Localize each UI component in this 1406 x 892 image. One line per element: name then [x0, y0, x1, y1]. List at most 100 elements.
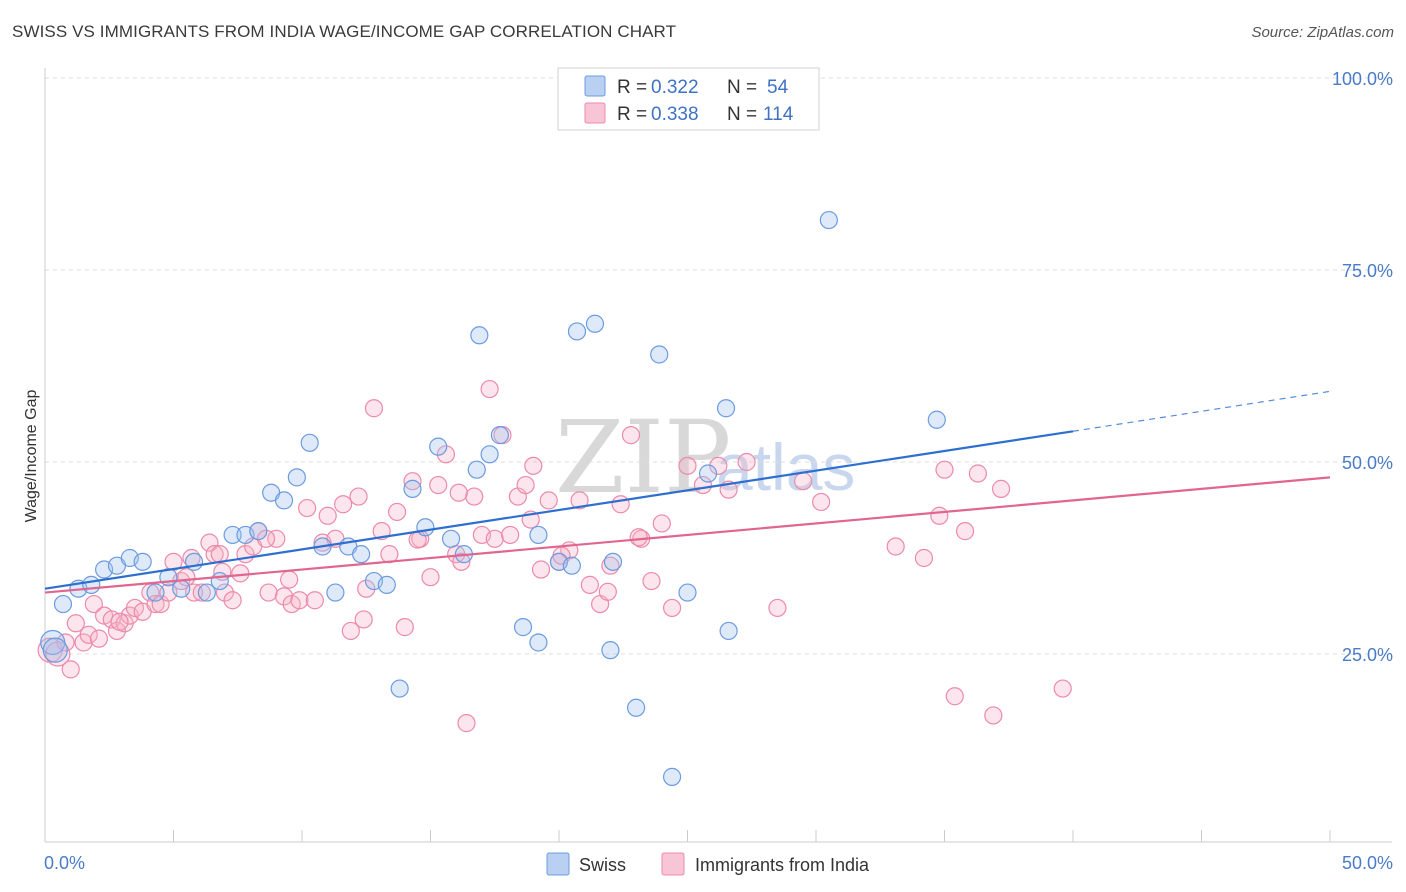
india-point — [341, 621, 360, 641]
swiss-point — [172, 579, 191, 598]
bottom-legend-label-swiss: Swiss — [579, 855, 626, 875]
india-point — [89, 629, 109, 648]
axes — [44, 68, 1392, 843]
india-point — [318, 506, 337, 525]
india-point — [611, 495, 630, 514]
india-point — [334, 495, 353, 514]
swiss-point — [529, 633, 548, 652]
india-point — [56, 633, 75, 652]
y-tick-label: 50.0% — [1342, 453, 1393, 473]
india-point — [737, 452, 756, 472]
y-tick-label: 75.0% — [1342, 261, 1393, 281]
india-point — [955, 522, 975, 541]
india-point — [305, 591, 324, 610]
x-tick-labels: 0.0% 50.0% — [44, 853, 1393, 873]
swiss-point — [352, 545, 371, 564]
india-point — [501, 525, 520, 545]
swiss-point — [626, 698, 646, 717]
india-point — [991, 479, 1011, 498]
india-point — [349, 487, 368, 506]
india-point — [256, 529, 276, 548]
swiss-point — [467, 460, 486, 479]
y-tick-label: 100.0% — [1332, 69, 1393, 89]
swiss-point — [82, 575, 101, 594]
legend-swatch-india — [584, 102, 606, 124]
legend-n-label-india: N = — [727, 104, 757, 125]
swiss-point — [42, 637, 68, 663]
india-point — [192, 583, 211, 602]
legend-n-label-swiss: N = — [727, 77, 757, 98]
x-tick-label-min: 0.0% — [44, 853, 85, 873]
india-point — [280, 570, 299, 589]
swiss-point — [403, 479, 422, 498]
legend-swatch-swiss — [584, 75, 606, 97]
india-point — [267, 529, 286, 548]
chart-title: SWISS VS IMMIGRANTS FROM INDIA WAGE/INCO… — [12, 22, 677, 41]
swiss-point — [650, 345, 669, 364]
swiss-point — [567, 322, 587, 341]
india-point — [914, 548, 934, 568]
india-point — [935, 460, 954, 479]
swiss-point — [490, 426, 509, 445]
india-point — [421, 568, 440, 587]
swiss-point — [287, 468, 306, 487]
india-point — [429, 475, 448, 495]
swiss-point — [146, 583, 165, 602]
india-point — [403, 472, 422, 491]
swiss-point — [662, 767, 682, 786]
bottom-legend-label-india: Immigrants from India — [695, 855, 870, 875]
india-point — [110, 612, 129, 631]
y-axis-label: Wage/Income Gap — [23, 390, 40, 523]
trend-line-swiss — [44, 430, 1074, 590]
india-point — [652, 514, 671, 533]
india-point — [968, 464, 988, 483]
india-point — [629, 528, 648, 547]
bottom-legend-swatch-india — [661, 852, 685, 876]
india-point — [524, 456, 543, 475]
india-point — [298, 498, 317, 518]
india-point — [642, 571, 661, 591]
trend-line-india — [44, 476, 1331, 594]
swiss-point — [601, 641, 620, 660]
india-point — [580, 575, 599, 594]
india-point — [621, 426, 641, 445]
india-point — [516, 475, 535, 495]
bottom-legend-swatch-swiss — [546, 852, 570, 876]
india-point — [395, 618, 414, 637]
india-point — [945, 687, 964, 706]
y-tick-label: 25.0% — [1342, 645, 1393, 665]
swiss-point — [377, 575, 396, 594]
india-point — [364, 399, 384, 418]
india-point — [457, 714, 476, 733]
india-point — [61, 660, 80, 679]
swiss-point — [429, 437, 448, 456]
y-tick-labels: 25.0% 50.0% 75.0% 100.0% — [1332, 69, 1393, 665]
x-tick-label-max: 50.0% — [1342, 853, 1393, 873]
india-point — [290, 591, 309, 610]
india-point — [570, 491, 589, 510]
india-point — [79, 625, 98, 644]
india-point — [480, 379, 499, 399]
india-point — [215, 583, 234, 602]
swiss-point — [416, 518, 435, 537]
swiss-point — [249, 522, 268, 541]
legend-n-value-india: 114 — [763, 104, 794, 125]
legend-r-value-swiss: 0.322 — [651, 77, 699, 98]
india-point — [485, 529, 504, 548]
swiss-point — [480, 445, 499, 464]
india-point — [357, 579, 376, 598]
india-point — [598, 582, 617, 601]
swiss-point — [53, 594, 73, 614]
india-point — [200, 533, 219, 552]
swiss-point — [719, 621, 738, 641]
legend-n-value-swiss: 54 — [767, 77, 789, 98]
swiss-point — [678, 583, 697, 602]
india-point — [768, 598, 787, 618]
india-point — [794, 472, 813, 491]
swiss-point — [441, 529, 461, 548]
bottom-legend: Swiss Immigrants from India — [546, 852, 870, 876]
india-point — [930, 506, 949, 525]
swiss-point — [197, 583, 217, 602]
swiss-point — [529, 525, 548, 545]
